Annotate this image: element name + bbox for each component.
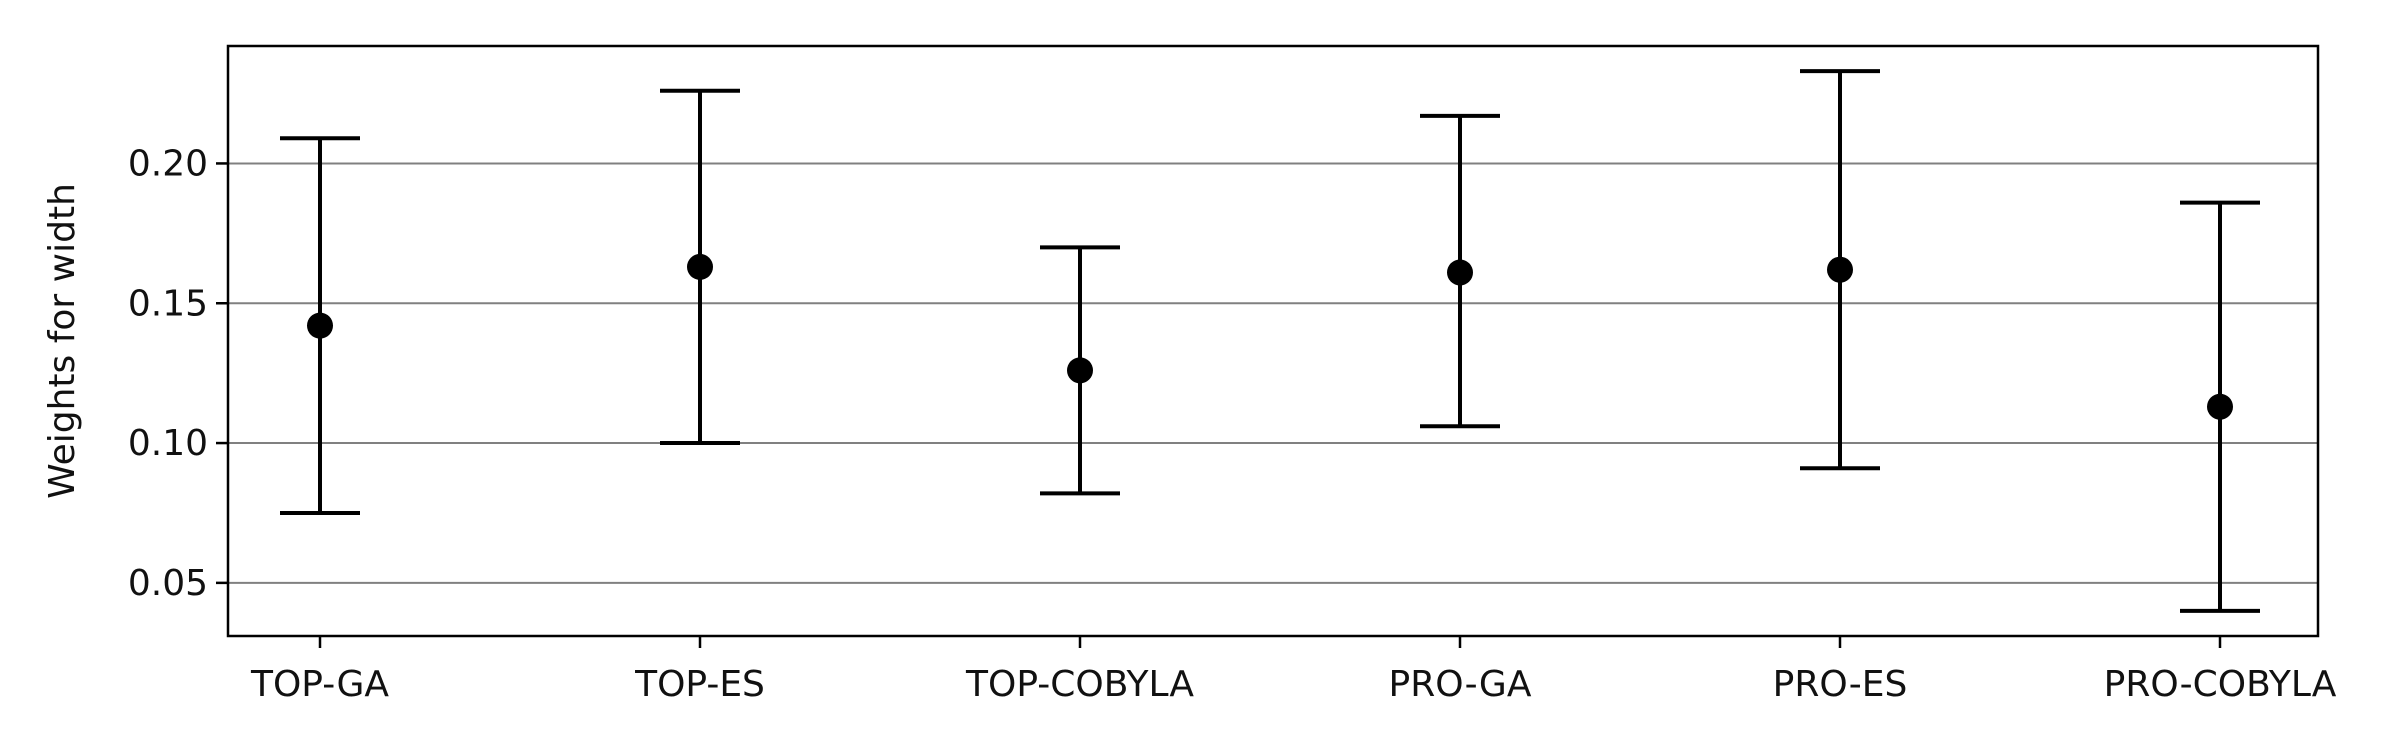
data-point [687,253,713,280]
grid-layer [228,162,2318,584]
y-tick-label: 0.20 [128,143,208,184]
marks-layer [280,69,2260,613]
data-point [307,312,333,339]
y-axis-label: Weights for width [42,183,83,499]
ticks-layer: 0.05 0.10 0.15 0.20 TOP-GA TOP-ES TOP-COBYLA PR… [128,143,2337,705]
x-tick-label: TOP-COBYLA [965,664,1194,705]
x-tick-label: TOP-ES [634,664,765,705]
plot-frame [226,44,2320,638]
x-tick-label: PRO-GA [1389,664,1532,705]
x-tick-label: TOP-GA [250,664,389,705]
data-point [1447,259,1473,286]
x-tick-label: PRO-ES [1773,664,1908,705]
y-tick-label: 0.15 [128,283,208,324]
x-tick-label: PRO-COBYLA [2104,664,2337,705]
data-point [1067,357,1093,384]
y-tick-label: 0.10 [128,423,208,464]
y-tick-label: 0.05 [128,563,208,604]
data-point [1827,256,1853,283]
data-point [2207,393,2233,420]
